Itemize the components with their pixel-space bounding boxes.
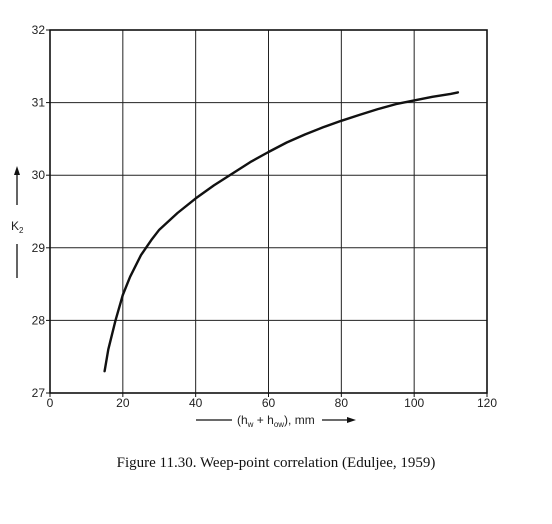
y-tick-label: 28 [32,313,46,327]
x-tick-label: 0 [47,396,54,410]
figure-caption: Figure 11.30. Weep-point correlation (Ed… [116,455,436,471]
x-tick-label: 40 [189,396,203,410]
x-tick-label: 20 [116,396,130,410]
x-axis-arrowhead [347,417,356,423]
y-tick-label: 29 [32,241,46,255]
x-tick-label: 60 [262,396,276,410]
series-line [103,91,460,373]
x-tick-label: 80 [335,396,349,410]
ticks: 0 20 40 60 80 100 120 27 28 29 30 31 32 [32,23,498,410]
y-axis-arrowhead [14,166,20,175]
series [103,91,460,373]
x-tick-label: 100 [404,396,424,410]
y-tick-label: 30 [32,168,46,182]
x-tick-label: 120 [477,396,497,410]
y-tick-label: 32 [32,23,46,37]
y-tick-label: 27 [32,386,46,400]
y-tick-label: 31 [32,96,46,110]
x-axis-label: (hw + how), mm [237,413,315,429]
grid [50,30,487,393]
y-axis-label: K2 [11,219,24,235]
chart: 0 20 40 60 80 100 120 27 28 29 30 31 32 K2 (hw + how… [11,23,498,429]
